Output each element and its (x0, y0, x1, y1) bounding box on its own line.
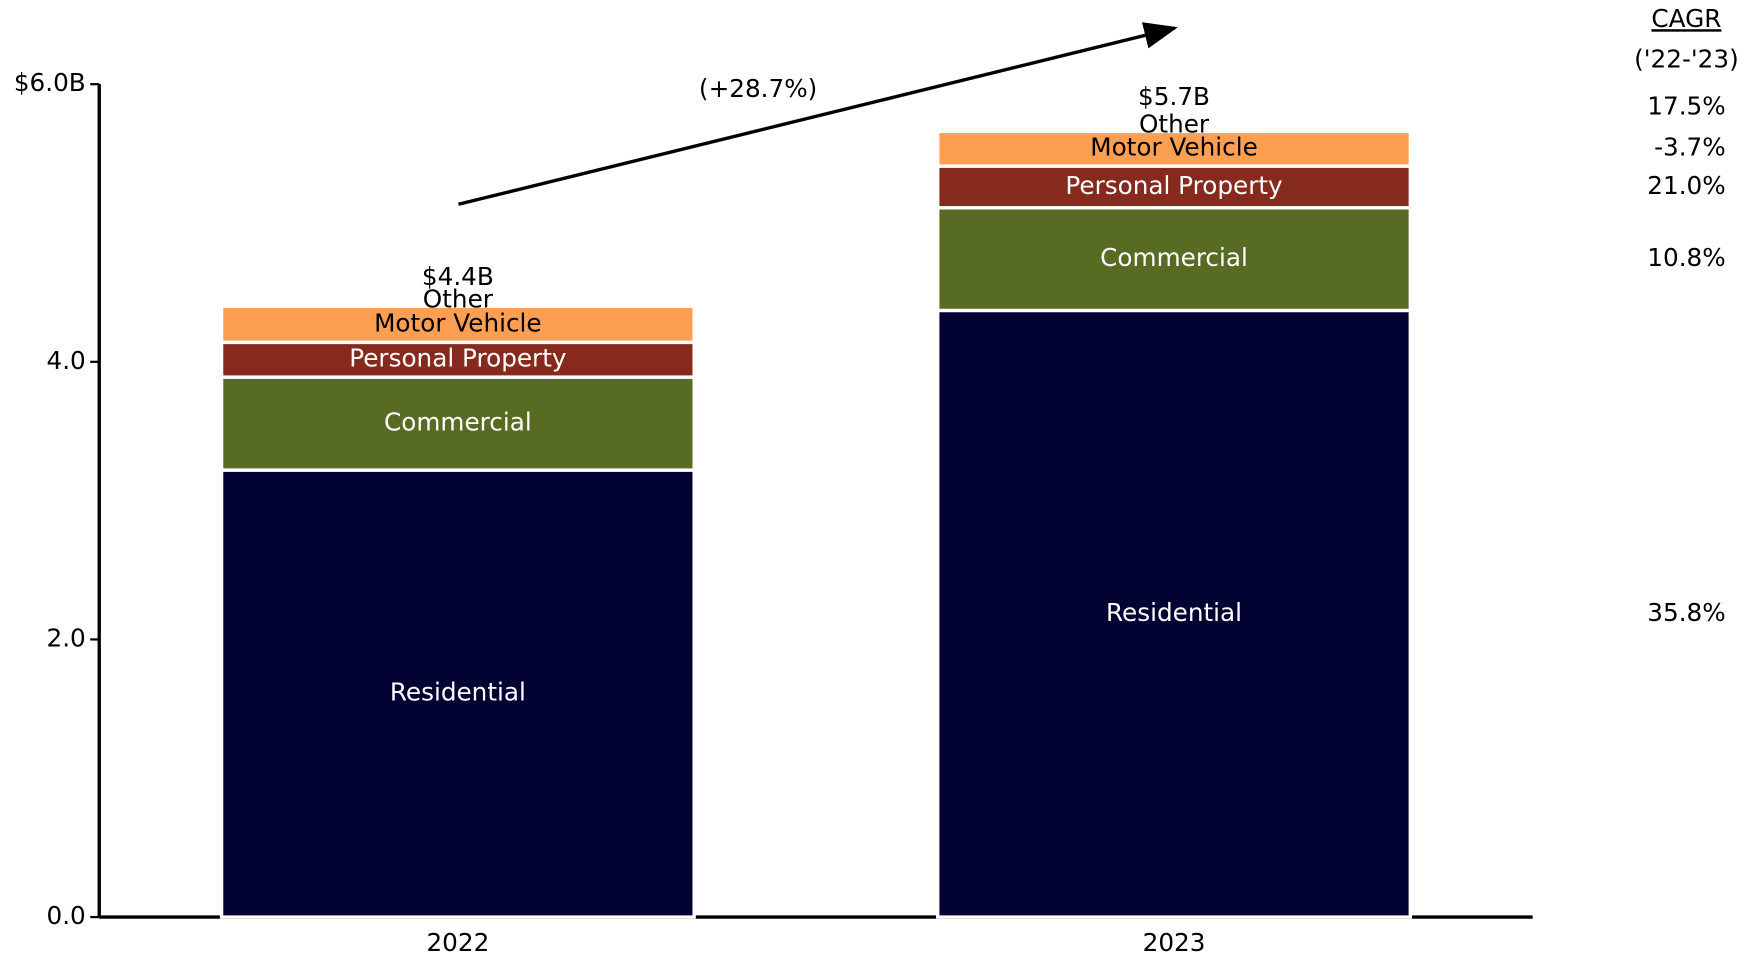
segment-label: Residential (1106, 598, 1242, 627)
bar-segment (936, 206, 1412, 313)
cagr-title: CAGR (1651, 4, 1721, 33)
y-tick-label: 4.0 (46, 346, 85, 375)
segment-label: Other (1139, 110, 1210, 139)
segment-label: Personal Property (1065, 171, 1282, 200)
x-tick-label: 2022 (426, 928, 489, 953)
total-label: $4.4B (422, 262, 494, 291)
segment-label: Personal Property (349, 344, 566, 373)
cagr-label: 21.0% (1647, 171, 1725, 200)
bar-segment (219, 304, 696, 345)
y-tick-label: $6.0B (14, 68, 86, 97)
bar-segment (936, 308, 1412, 919)
x-tick-label: 2023 (1143, 928, 1206, 953)
cagr-subtitle: ('22-'23) (1634, 45, 1739, 74)
bar-segment (219, 375, 696, 472)
y-tick-label: 2.0 (46, 623, 85, 652)
segment-label: Other (423, 284, 494, 313)
cagr-label: 17.5% (1647, 92, 1725, 121)
bar-segment (219, 303, 696, 308)
segment-label: Commercial (1100, 243, 1248, 272)
segment-label: Residential (390, 678, 526, 707)
growth-arrow (458, 22, 1178, 206)
bar-segment (219, 340, 696, 379)
bar-segment (936, 129, 1412, 168)
cagr-label: 35.8% (1647, 598, 1725, 627)
annotation: (+28.7%) (699, 74, 817, 103)
segment-label: Motor Vehicle (374, 308, 541, 337)
y-tick-label: 0.0 (46, 901, 85, 930)
bar-segment (219, 468, 696, 919)
segment-label: Commercial (384, 408, 532, 437)
total-label: $5.7B (1138, 82, 1210, 111)
segment-label: Motor Vehicle (1090, 133, 1257, 162)
bar-segment (936, 128, 1412, 134)
cagr-label: -3.7% (1654, 133, 1726, 162)
cagr-label: 10.8% (1647, 243, 1725, 272)
